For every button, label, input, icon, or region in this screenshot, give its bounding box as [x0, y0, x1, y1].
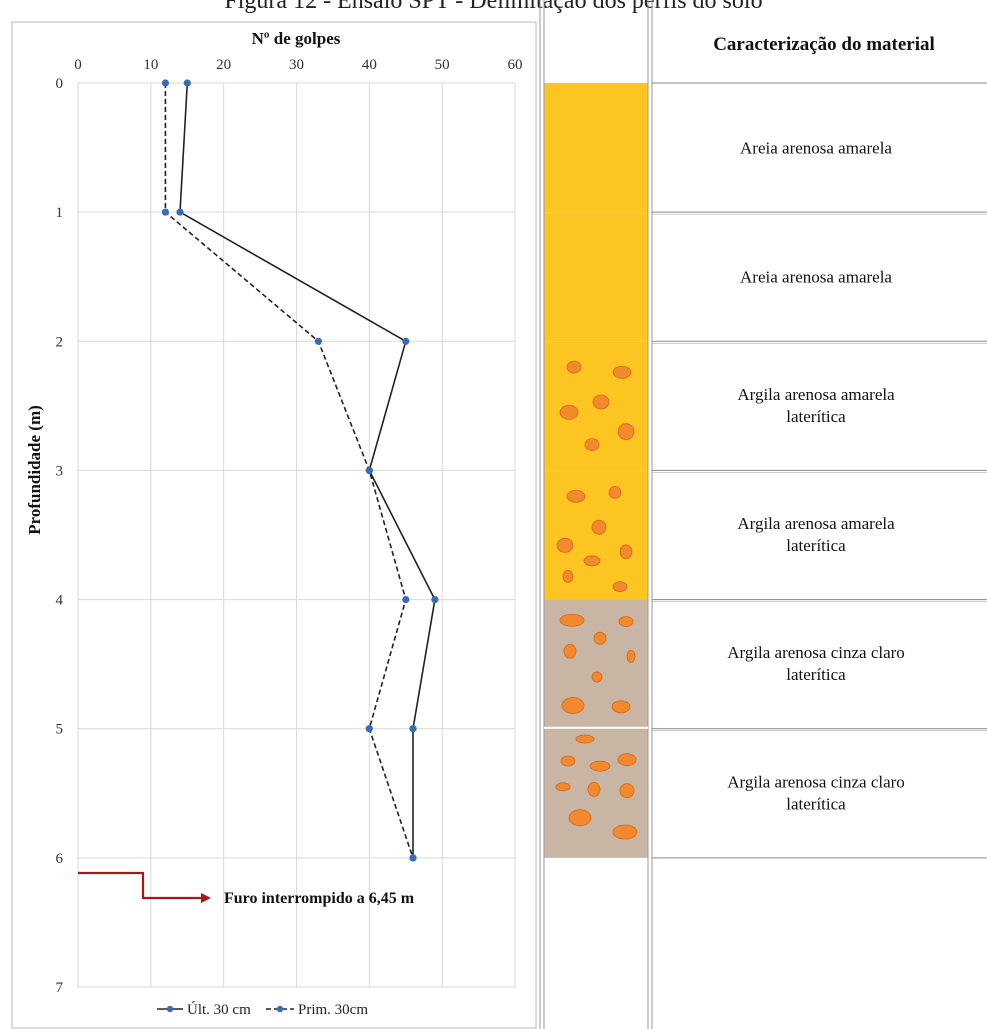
laterite-nodule-icon [612, 581, 628, 593]
laterite-nodule-icon [556, 537, 574, 553]
laterite-nodule-icon [593, 631, 607, 645]
laterite-nodule-icon [626, 649, 636, 663]
termination-annotation: Furo interrompido a 6,45 m [78, 871, 415, 907]
series-point [365, 466, 373, 474]
laterite-nodule-icon [617, 753, 637, 767]
y-tick-labels: 0 1 2 3 4 5 6 7 [56, 76, 64, 996]
series-point [161, 208, 169, 216]
layer-label: Argila arenosa amarela [737, 514, 895, 533]
layer-label: Argila arenosa cinza claro [727, 772, 905, 791]
x-tick-label: 50 [435, 57, 450, 73]
laterite-nodule-icon [592, 394, 610, 410]
x-tick-label: 30 [289, 57, 304, 73]
laterite-nodule-icon [589, 760, 611, 772]
chart-frame [11, 21, 537, 1029]
laterite-nodule-icon [555, 782, 571, 792]
laterite-nodule-icon [591, 671, 603, 683]
laterite-nodule-icon [617, 423, 635, 441]
x-tick-label: 60 [508, 57, 523, 73]
series-point [409, 854, 417, 862]
laterite-nodule-icon [587, 782, 601, 797]
laterite-nodule-icon [568, 809, 592, 827]
laterite-nodule-icon [618, 616, 634, 627]
series-point [161, 79, 169, 87]
layer-label: Areia arenosa amarela [740, 268, 892, 287]
legend-marker-dashed [276, 1005, 284, 1013]
laterite-nodule-icon [561, 697, 585, 714]
layer-label: laterítica [786, 794, 846, 813]
profile-layer [544, 470, 648, 600]
series-point [314, 337, 322, 345]
series-point [365, 725, 373, 733]
layer-label: laterítica [786, 665, 846, 684]
y-axis-title: Profundidade (m) [25, 405, 44, 535]
series-point [409, 725, 417, 733]
x-tick-label: 0 [74, 57, 82, 73]
profile-layer [544, 83, 648, 213]
layer-label: Areia arenosa amarela [740, 139, 892, 158]
legend-label-prim: Prim. 30cm [298, 1002, 368, 1018]
layer-label: Argila arenosa amarela [737, 385, 895, 404]
laterite-nodule-icon [566, 360, 582, 374]
chart-legend: Últ. 30 cm Prim. 30cm [157, 1001, 368, 1018]
laterite-nodule-icon [560, 755, 576, 767]
layer-label: laterítica [786, 407, 846, 426]
profile-dividers [544, 82, 987, 859]
legend-marker-solid [166, 1005, 174, 1013]
y-tick-label: 2 [56, 334, 64, 350]
laterite-nodule-icon [563, 643, 577, 659]
laterite-nodule-icon [575, 734, 595, 744]
x-tick-label: 10 [143, 57, 158, 73]
layer-label: Argila arenosa cinza claro [727, 643, 905, 662]
y-tick-label: 6 [56, 851, 64, 867]
laterite-nodule-icon [608, 485, 622, 499]
y-tick-label: 5 [56, 722, 64, 738]
series-point [402, 337, 410, 345]
chart-series [161, 79, 439, 862]
laterite-nodule-icon [559, 613, 585, 627]
y-tick-label: 1 [56, 205, 64, 221]
x-tick-label: 20 [216, 57, 231, 73]
chart-grid [77, 82, 516, 988]
laterite-nodule-icon [559, 404, 579, 420]
laterite-nodule-icon [612, 824, 638, 840]
laterite-nodule-icon [611, 700, 631, 714]
laterite-nodule-icon [583, 555, 601, 567]
annotation-arrowhead-icon [201, 893, 211, 903]
series-point [176, 208, 184, 216]
profile-labels: Areia arenosa amarela Areia arenosa amare… [727, 139, 905, 814]
y-tick-label: 4 [56, 593, 64, 609]
figure-title: Figura 12 - Ensaio SPT - Delimitação dos… [224, 0, 763, 14]
y-tick-label: 7 [56, 980, 64, 996]
series-point [402, 596, 410, 604]
annotation-text: Furo interrompido a 6,45 m [224, 890, 415, 907]
series-1 [161, 79, 417, 862]
y-tick-label: 0 [56, 76, 64, 92]
profile-header: Caracterização do material [713, 34, 935, 55]
x-tick-labels: 0 10 20 30 40 50 60 [74, 57, 522, 73]
y-tick-label: 3 [56, 463, 64, 479]
x-axis-title: Nº de golpes [252, 29, 341, 48]
layer-label: laterítica [786, 536, 846, 555]
laterite-nodule-icon [584, 438, 600, 452]
series-point [431, 596, 439, 604]
profile-layers [544, 83, 648, 858]
laterite-nodule-icon [612, 365, 632, 379]
laterite-nodule-icon [591, 519, 607, 535]
laterite-nodule-icon [619, 544, 633, 560]
laterite-nodule-icon [619, 783, 635, 799]
annotation-arrow-line [78, 871, 201, 900]
laterite-nodule-icon [566, 489, 586, 503]
profile-layer [544, 212, 648, 342]
laterite-nodule-icon [562, 569, 574, 583]
soil-profile: Caracterização do material Areia arenosa… [539, 0, 987, 1029]
series-point [183, 79, 191, 87]
x-tick-label: 40 [362, 57, 377, 73]
legend-label-ult: Últ. 30 cm [187, 1001, 251, 1018]
